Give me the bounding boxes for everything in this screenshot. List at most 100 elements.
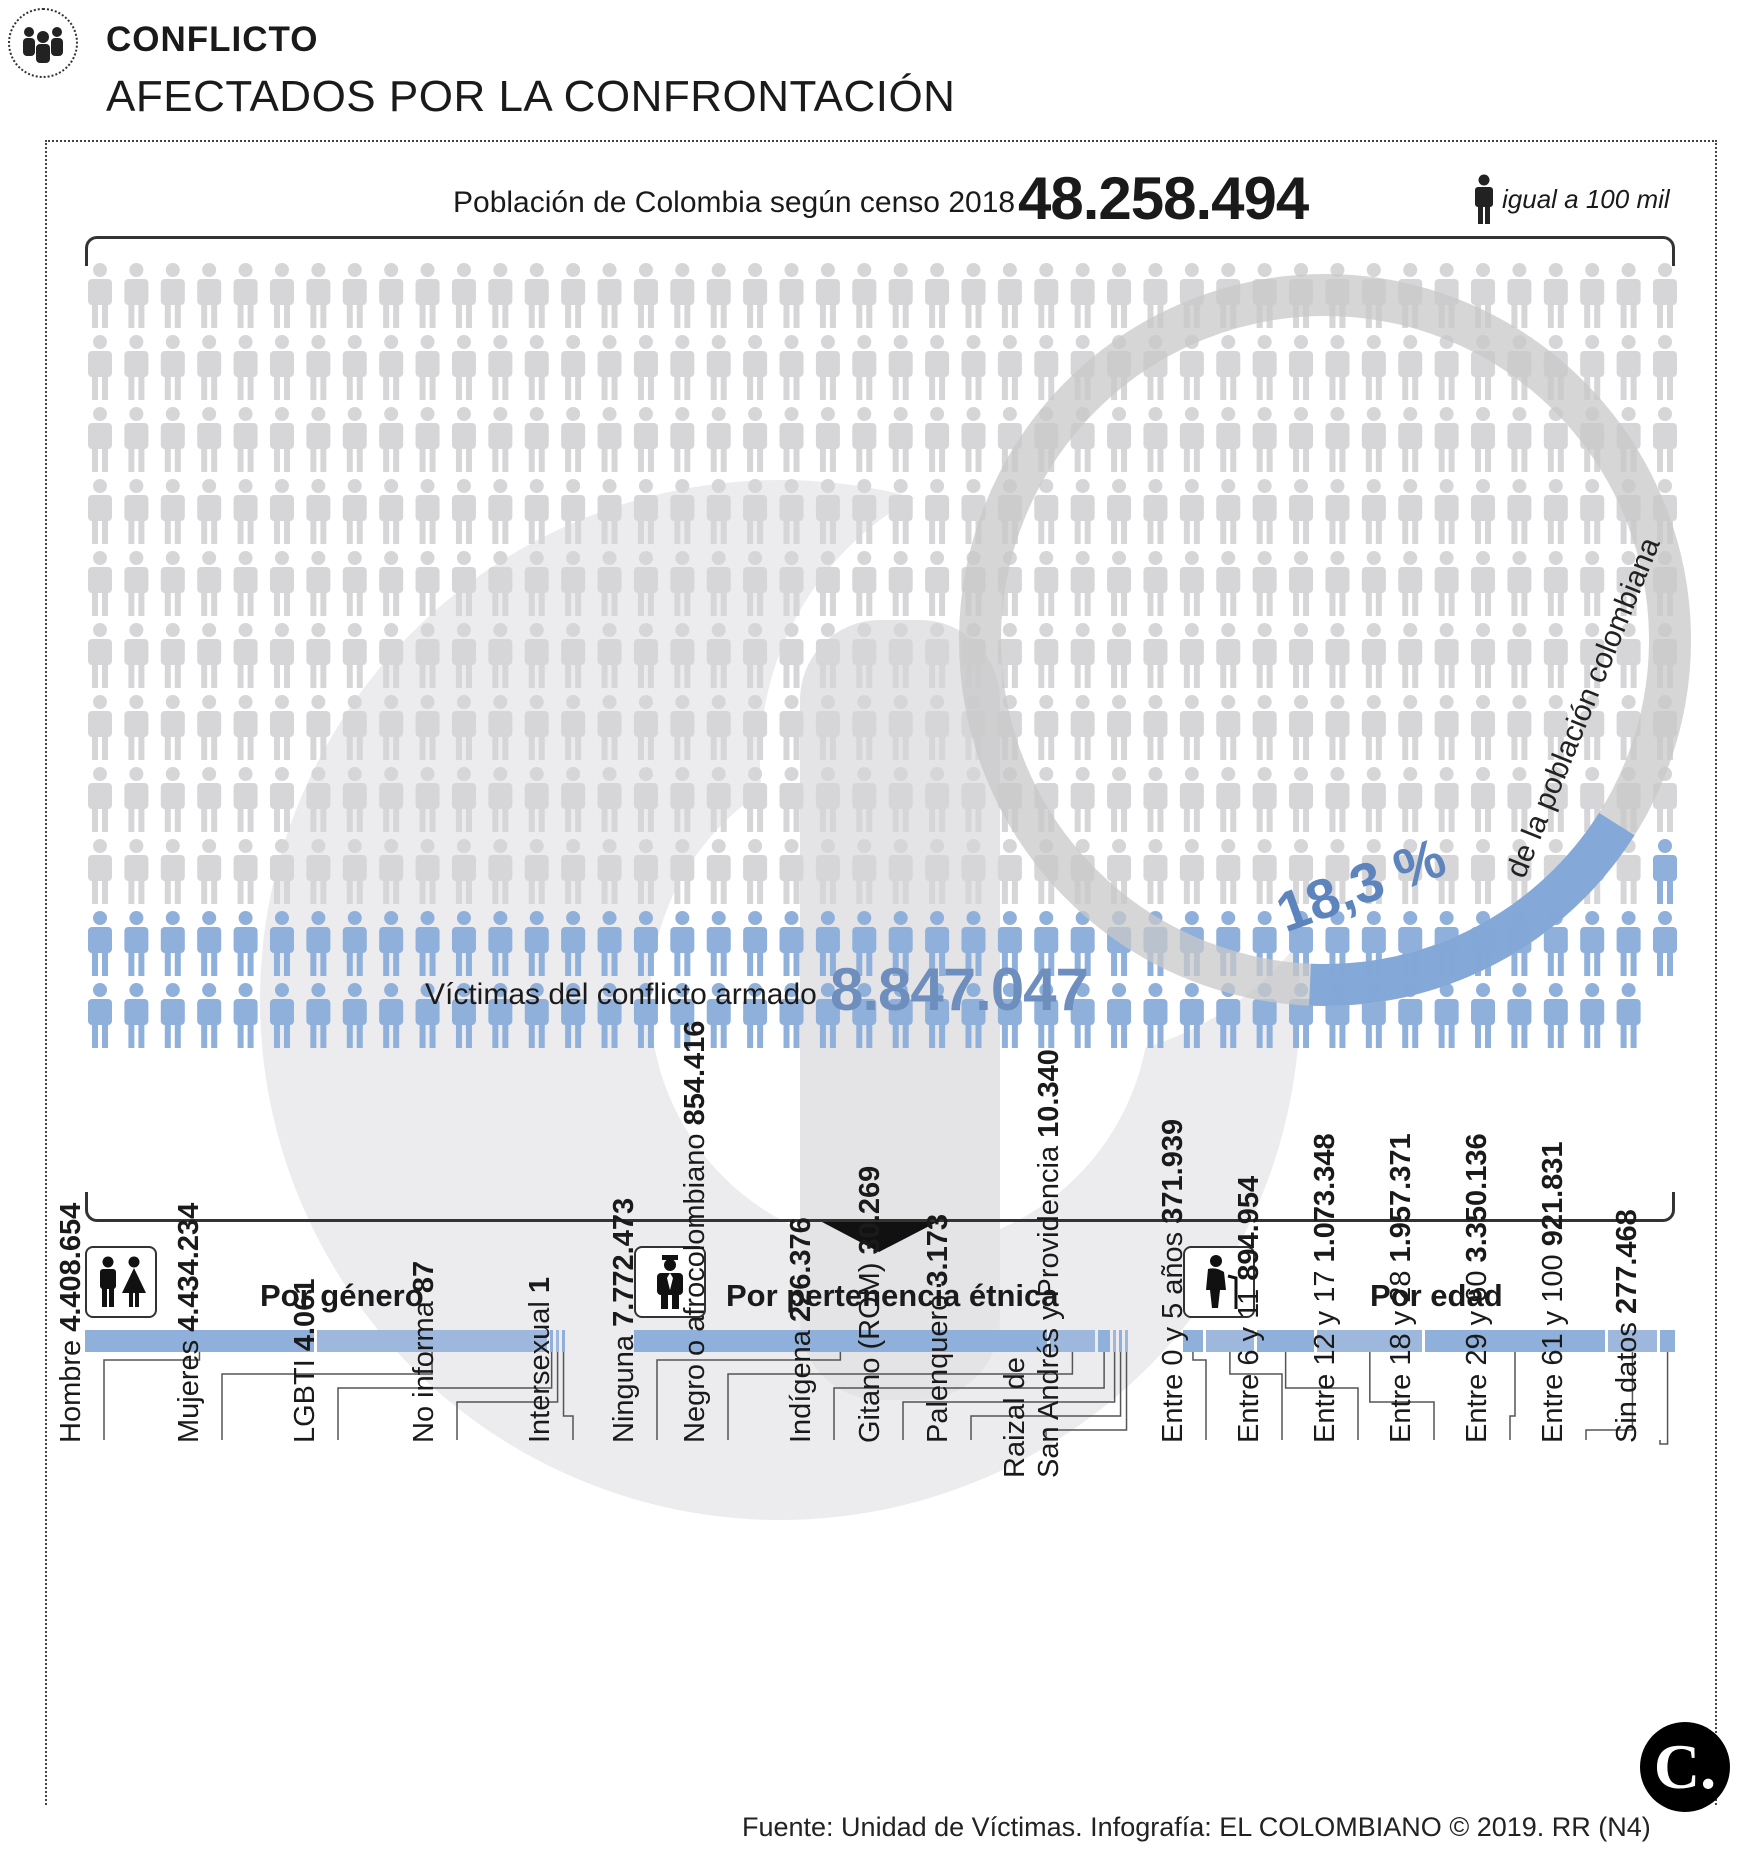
population-person	[1580, 479, 1605, 544]
people-group-icon	[8, 8, 78, 78]
population-person	[1216, 407, 1241, 472]
population-person	[1179, 839, 1204, 904]
population-person	[561, 263, 586, 328]
population-person	[779, 407, 804, 472]
population-person	[379, 839, 404, 904]
bar-segment	[634, 1330, 1047, 1352]
population-person	[197, 695, 222, 760]
category-name: Entre 12 y 17	[1309, 1270, 1341, 1444]
leader-line	[1284, 1352, 1359, 1440]
population-person	[925, 839, 950, 904]
victim-person	[997, 911, 1022, 976]
population-person	[124, 767, 149, 832]
population-person	[1361, 335, 1386, 400]
victim-person	[451, 983, 476, 1048]
population-person	[1361, 623, 1386, 688]
population-person	[1471, 767, 1496, 832]
population-person	[306, 479, 331, 544]
category-name: Hombre	[55, 1339, 87, 1443]
victims-value: 8.847.047	[830, 956, 1089, 1023]
population-person	[1471, 407, 1496, 472]
population-person	[1507, 479, 1532, 544]
population-person	[1507, 695, 1532, 760]
population-person	[888, 551, 913, 616]
category-label: Indígena 226.376	[785, 1217, 818, 1443]
category-label: Raizal de San Andrés y Providencia 10.340	[998, 1049, 1066, 1478]
population-person	[633, 695, 658, 760]
population-person	[779, 263, 804, 328]
population-person	[925, 551, 950, 616]
leader-line	[337, 1352, 553, 1440]
population-person	[197, 263, 222, 328]
population-person	[88, 479, 112, 544]
leader-line	[833, 1352, 1105, 1440]
population-person	[1289, 479, 1314, 544]
victim-person	[1107, 983, 1132, 1048]
population-person	[233, 767, 258, 832]
population-person	[815, 767, 840, 832]
population-person	[197, 767, 222, 832]
population-person	[451, 623, 476, 688]
population-person	[1034, 479, 1059, 544]
population-person	[197, 551, 222, 616]
victim-person	[415, 911, 440, 976]
population-person	[451, 695, 476, 760]
population-person	[1034, 695, 1059, 760]
leader-line	[656, 1352, 842, 1440]
population-person	[306, 335, 331, 400]
population-person	[1507, 767, 1532, 832]
population-person	[888, 839, 913, 904]
victim-person	[779, 983, 804, 1048]
population-person	[1434, 551, 1459, 616]
population-person	[1070, 767, 1095, 832]
victim-person	[88, 983, 112, 1048]
population-person	[561, 695, 586, 760]
leader-line	[727, 1352, 1074, 1440]
victim-person	[743, 983, 768, 1048]
population-person	[124, 335, 149, 400]
population-person	[1252, 839, 1277, 904]
population-person	[1507, 623, 1532, 688]
population-person	[488, 623, 513, 688]
population-person	[815, 551, 840, 616]
category-label: Entre 18 y 28 1.957.371	[1385, 1133, 1418, 1443]
population-person	[888, 695, 913, 760]
population-person	[160, 839, 185, 904]
population-person	[852, 623, 877, 688]
population-person	[633, 263, 658, 328]
victim-person	[269, 983, 294, 1048]
leader-line	[1659, 1352, 1669, 1445]
victim-person	[1616, 911, 1641, 976]
category-value: 371.939	[1157, 1118, 1189, 1224]
victim-person	[197, 983, 222, 1048]
population-person	[779, 695, 804, 760]
population-person	[342, 767, 367, 832]
victim-person	[561, 911, 586, 976]
victim-person	[1143, 983, 1168, 1048]
victim-person	[88, 911, 112, 976]
category-value: 4.061	[289, 1278, 321, 1352]
brand-logo: C.	[1640, 1722, 1730, 1812]
victim-person	[1070, 911, 1095, 976]
population-person	[670, 407, 695, 472]
population-person	[1325, 335, 1350, 400]
victim-person	[451, 911, 476, 976]
leader-line	[902, 1352, 1116, 1440]
population-person	[706, 263, 731, 328]
population-person	[1653, 335, 1677, 400]
victim-person	[524, 911, 549, 976]
category-label: Entre 12 y 17 1.073.348	[1309, 1133, 1342, 1443]
population-person	[633, 839, 658, 904]
population-person	[1580, 695, 1605, 760]
population-person	[1107, 551, 1132, 616]
population-person	[1325, 479, 1350, 544]
bar-segment	[85, 1330, 314, 1352]
population-person	[1216, 839, 1241, 904]
population-person	[1070, 479, 1095, 544]
population-person	[997, 335, 1022, 400]
bar-segment	[1125, 1330, 1128, 1352]
population-person	[670, 695, 695, 760]
victim-person	[888, 911, 913, 976]
population-person	[415, 623, 440, 688]
